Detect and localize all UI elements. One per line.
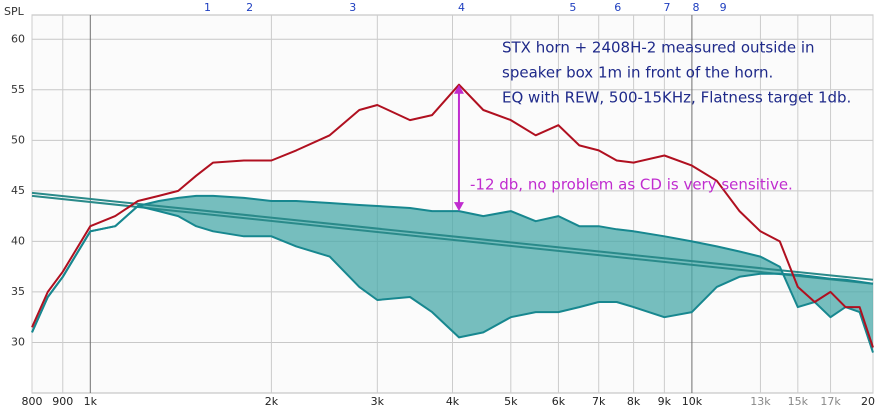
marker-label: 5 bbox=[569, 1, 576, 14]
series-line bbox=[31, 191, 874, 281]
annotation: speaker box 1m in front of the horn. bbox=[502, 64, 773, 82]
marker-label: 1 bbox=[204, 1, 211, 14]
x-tick-label: 4k bbox=[446, 395, 460, 407]
marker-label: 9 bbox=[720, 1, 727, 14]
marker-label: 3 bbox=[349, 1, 356, 14]
x-tick-label: 8k bbox=[627, 395, 641, 407]
y-tick-label: 45 bbox=[11, 184, 25, 197]
series-line bbox=[31, 205, 874, 339]
y-tick-label: 50 bbox=[11, 133, 25, 146]
marker-label: 4 bbox=[458, 1, 465, 14]
arrow-head bbox=[453, 84, 464, 94]
x-tick-label: 7k bbox=[592, 395, 606, 407]
x-tick-label: 15k bbox=[788, 395, 809, 407]
y-tick-label: 40 bbox=[11, 234, 25, 247]
marker-label: 6 bbox=[614, 1, 621, 14]
x-tick-label: 5k bbox=[504, 395, 518, 407]
x-tick-label: 6k bbox=[552, 395, 566, 407]
x-tick-label: 2k bbox=[265, 395, 279, 407]
y-axis-label: SPL bbox=[4, 5, 25, 18]
series-line bbox=[31, 194, 874, 353]
x-tick-label: 3k bbox=[371, 395, 385, 407]
marker-label: 8 bbox=[693, 1, 700, 14]
x-tick-label: 9k bbox=[658, 395, 672, 407]
annotation: -12 db, no problem as CD is very sensiti… bbox=[470, 176, 793, 194]
x-tick-label: 13k bbox=[750, 395, 771, 407]
x-tick-label: 20 bbox=[861, 395, 875, 407]
annotation: EQ with REW, 500-15KHz, Flatness target … bbox=[502, 89, 851, 107]
annotation: STX horn + 2408H-2 measured outside in bbox=[502, 39, 815, 57]
marker-label: 7 bbox=[663, 1, 670, 14]
y-tick-label: 30 bbox=[11, 335, 25, 348]
series-line bbox=[31, 194, 874, 285]
x-tick-label: 10k bbox=[682, 395, 703, 407]
series-line bbox=[31, 83, 874, 348]
y-tick-label: 60 bbox=[11, 32, 25, 45]
arrow-head bbox=[453, 202, 464, 212]
marker-label: 2 bbox=[246, 1, 253, 14]
y-tick-label: 55 bbox=[11, 83, 25, 96]
x-tick-label: 800 bbox=[22, 395, 43, 407]
x-tick-label: 17k bbox=[820, 395, 841, 407]
x-tick-label: 1k bbox=[84, 395, 98, 407]
x-tick-label: 900 bbox=[52, 395, 73, 407]
y-tick-label: 35 bbox=[11, 285, 25, 298]
